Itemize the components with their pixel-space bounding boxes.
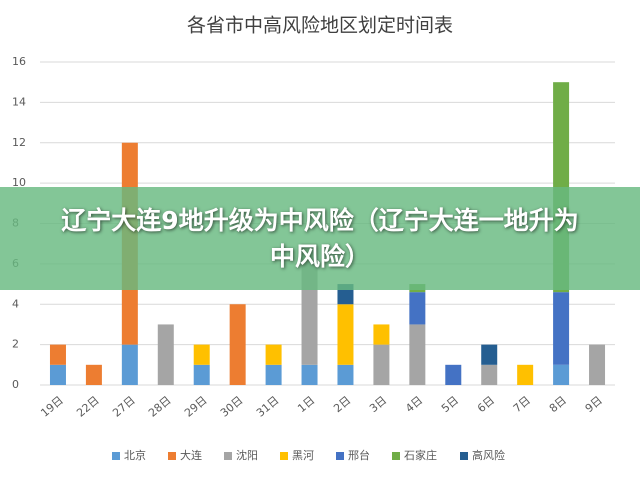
bar-segment <box>373 344 390 385</box>
bar-segment <box>193 344 210 365</box>
bar-segment <box>229 304 246 385</box>
x-tick-label: 6日 <box>475 394 497 416</box>
bar-segment <box>445 364 462 385</box>
y-tick-label: 4 <box>12 297 19 310</box>
chart-title: 各省市中高风险地区划定时间表 <box>187 15 453 37</box>
x-tick-label: 19日 <box>38 394 66 420</box>
legend-label: 石家庄 <box>404 448 437 462</box>
y-tick-label: 12 <box>12 136 26 149</box>
legend-swatch <box>112 452 120 460</box>
bar-segment <box>481 364 498 385</box>
y-tick-label: 2 <box>12 338 19 351</box>
bar-segment <box>193 364 210 385</box>
x-tick-label: 30日 <box>218 394 246 420</box>
legend-label: 沈阳 <box>236 448 258 462</box>
x-tick-label: 31日 <box>254 394 282 420</box>
bar-segment <box>301 364 318 385</box>
x-tick-label: 28日 <box>146 394 174 420</box>
x-tick-label: 3日 <box>367 394 389 416</box>
x-tick-label: 9日 <box>583 394 605 416</box>
legend-swatch <box>336 452 344 460</box>
legend-swatch <box>280 452 288 460</box>
legend-label: 北京 <box>124 448 146 462</box>
bar-segment <box>337 364 354 385</box>
bar-segment <box>265 344 282 365</box>
legend-swatch <box>460 452 468 460</box>
bar-segment <box>409 324 426 385</box>
bar-segment <box>49 344 66 365</box>
bar-segment <box>517 364 534 385</box>
legend-swatch <box>392 452 400 460</box>
x-tick-label: 8日 <box>547 394 569 416</box>
legend-label: 大连 <box>180 448 202 462</box>
legend-label: 邢台 <box>348 448 370 462</box>
bar-segment <box>553 292 570 365</box>
bar-segment <box>157 324 174 385</box>
banner: 辽宁大连9地升级为中风险（辽宁大连一地升为中风险） <box>0 187 640 290</box>
x-tick-label: 22日 <box>74 394 102 420</box>
bar-segment <box>121 344 138 385</box>
legend-swatch <box>168 452 176 460</box>
x-tick-label: 1日 <box>295 394 317 416</box>
x-tick-label: 27日 <box>110 394 138 420</box>
bar-segment <box>589 344 606 385</box>
x-tick-label: 2日 <box>331 394 353 416</box>
banner-text: 辽宁大连9地升级为中风险（辽宁大连一地升为中风险） <box>61 205 579 271</box>
y-tick-label: 14 <box>12 95 26 108</box>
legend-label: 黑河 <box>292 449 314 462</box>
bar-segment <box>409 292 426 325</box>
legend-swatch <box>224 452 232 460</box>
bar-segment <box>481 344 498 365</box>
legend-label: 高风险 <box>472 448 505 462</box>
x-tick-label: 7日 <box>511 394 533 416</box>
x-tick-label: 5日 <box>439 394 461 416</box>
x-tick-label: 4日 <box>403 394 425 416</box>
bar-segment <box>337 304 354 365</box>
y-tick-label: 16 <box>12 55 26 68</box>
bar-segment <box>373 324 390 345</box>
bar-segment <box>85 364 102 385</box>
y-tick-label: 0 <box>12 378 19 391</box>
bar-segment <box>553 364 570 385</box>
y-tick-label: 10 <box>12 176 26 189</box>
bar-segment <box>265 364 282 385</box>
x-tick-label: 29日 <box>182 394 210 420</box>
bar-segment <box>49 364 66 385</box>
